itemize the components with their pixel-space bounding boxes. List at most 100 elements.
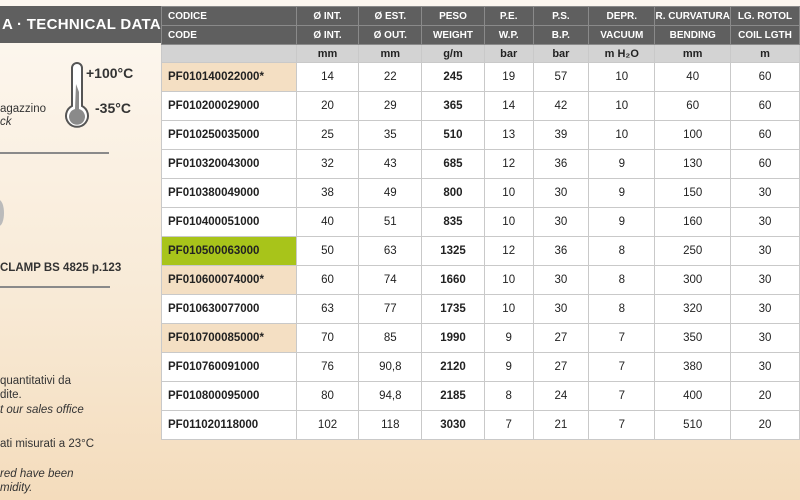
column-header: m H₂O <box>588 44 656 63</box>
table-cell: 60 <box>295 265 360 295</box>
table-cell: 2120 <box>421 352 485 382</box>
temp-min: -35°C <box>95 100 131 116</box>
table-cell: 30 <box>729 178 800 208</box>
table-cell: 400 <box>654 381 731 411</box>
table-row: PF010380049000 38 49 800 10 30 9 150 30 <box>161 178 800 208</box>
column-header: Ø INT. <box>295 25 360 45</box>
table-cell: 250 <box>654 236 731 266</box>
table-cell: 10 <box>483 207 534 237</box>
top-strip <box>0 0 800 6</box>
units-row: mm mm g/m bar bar m H₂O mm m <box>161 44 800 63</box>
header-row-en: CODE Ø INT. Ø OUT. WEIGHT W.P. B.P. VACUUM BEND… <box>161 25 800 45</box>
column-header: R. CURVATURA <box>654 6 731 26</box>
table-cell: 12 <box>483 236 534 266</box>
column-header: P.E. <box>483 6 534 26</box>
note-text: dite. <box>0 389 22 401</box>
table-cell: 63 <box>295 294 360 324</box>
column-header: DEPR. <box>588 6 656 26</box>
table-cell: 10 <box>483 265 534 295</box>
column-header: Ø EST. <box>358 6 423 26</box>
table-cell: 9 <box>588 178 656 208</box>
table-cell: 30 <box>532 207 590 237</box>
column-header: PESO <box>421 6 485 26</box>
table-cell: 7 <box>588 381 656 411</box>
section-title: A · TECHNICAL DATA <box>0 6 161 43</box>
table-cell: 77 <box>358 294 423 324</box>
table-row: PF010140022000* 14 22 245 19 57 10 40 60 <box>161 62 800 92</box>
table-cell: 350 <box>654 323 731 353</box>
table-cell: 22 <box>358 62 423 92</box>
table-cell: 7 <box>588 410 656 440</box>
table-cell: 7 <box>588 352 656 382</box>
table-cell: 8 <box>588 265 656 295</box>
table-cell: 30 <box>532 178 590 208</box>
table-cell: 35 <box>358 120 423 150</box>
table-cell: 1990 <box>421 323 485 353</box>
table-cell: 10 <box>588 62 656 92</box>
column-header: W.P. <box>483 25 534 45</box>
note-text: t our sales office <box>0 404 84 416</box>
product-code: PF010140022000* <box>161 62 297 92</box>
note-text: red have been <box>0 468 74 480</box>
column-header: mm <box>654 44 731 63</box>
table-row: PF010600074000* 60 74 1660 10 30 8 300 30 <box>161 265 800 295</box>
product-code: PF010760091000 <box>161 352 297 382</box>
table-row: PF010760091000 76 90,8 2120 9 27 7 380 30 <box>161 352 800 382</box>
table-cell: 10 <box>588 120 656 150</box>
table-cell: 30 <box>729 265 800 295</box>
table-cell: 57 <box>532 62 590 92</box>
clamp-image <box>0 200 4 226</box>
table-cell: 30 <box>729 236 800 266</box>
table-cell: 36 <box>532 236 590 266</box>
table-cell: 100 <box>654 120 731 150</box>
product-code: PF010630077000 <box>161 294 297 324</box>
table-cell: 40 <box>295 207 360 237</box>
column-header: B.P. <box>532 25 590 45</box>
table-cell: 380 <box>654 352 731 382</box>
table-cell: 30 <box>532 265 590 295</box>
thermometer-icon <box>65 62 89 128</box>
column-header: g/m <box>421 44 485 63</box>
column-header: BENDING <box>654 25 731 45</box>
table-cell: 130 <box>654 149 731 179</box>
product-code: PF010250035000 <box>161 120 297 150</box>
table-cell: 118 <box>358 410 423 440</box>
table-cell: 2185 <box>421 381 485 411</box>
table-cell: 1660 <box>421 265 485 295</box>
table-cell: 160 <box>654 207 731 237</box>
table-cell: 8 <box>483 381 534 411</box>
temp-max: +100°C <box>86 65 134 81</box>
table-cell: 25 <box>295 120 360 150</box>
table-cell: 8 <box>588 236 656 266</box>
table-cell: 80 <box>295 381 360 411</box>
table-cell: 90,8 <box>358 352 423 382</box>
product-code: PF010700085000* <box>161 323 297 353</box>
table-cell: 7 <box>483 410 534 440</box>
column-header <box>161 44 297 63</box>
table-cell: 63 <box>358 236 423 266</box>
table-row: PF010250035000 25 35 510 13 39 10 100 60 <box>161 120 800 150</box>
table-cell: 30 <box>729 294 800 324</box>
column-header: CODICE <box>161 6 297 26</box>
table-cell: 10 <box>483 178 534 208</box>
table-cell: 24 <box>532 381 590 411</box>
table-cell: 7 <box>588 323 656 353</box>
table-cell: 21 <box>532 410 590 440</box>
table-cell: 245 <box>421 62 485 92</box>
column-header: Ø OUT. <box>358 25 423 45</box>
table-cell: 800 <box>421 178 485 208</box>
table-cell: 3030 <box>421 410 485 440</box>
column-header: LG. ROTOL <box>729 6 800 26</box>
table-cell: 30 <box>532 294 590 324</box>
table-cell: 60 <box>729 91 800 121</box>
table-cell: 39 <box>532 120 590 150</box>
table-cell: 51 <box>358 207 423 237</box>
column-header: m <box>729 44 800 63</box>
column-header: bar <box>532 44 590 63</box>
table-cell: 40 <box>654 62 731 92</box>
table-cell: 19 <box>483 62 534 92</box>
table-cell: 32 <box>295 149 360 179</box>
column-header: CODE <box>161 25 297 45</box>
column-header: mm <box>295 44 360 63</box>
table-row: PF010800095000 80 94,8 2185 8 24 7 400 20 <box>161 381 800 411</box>
